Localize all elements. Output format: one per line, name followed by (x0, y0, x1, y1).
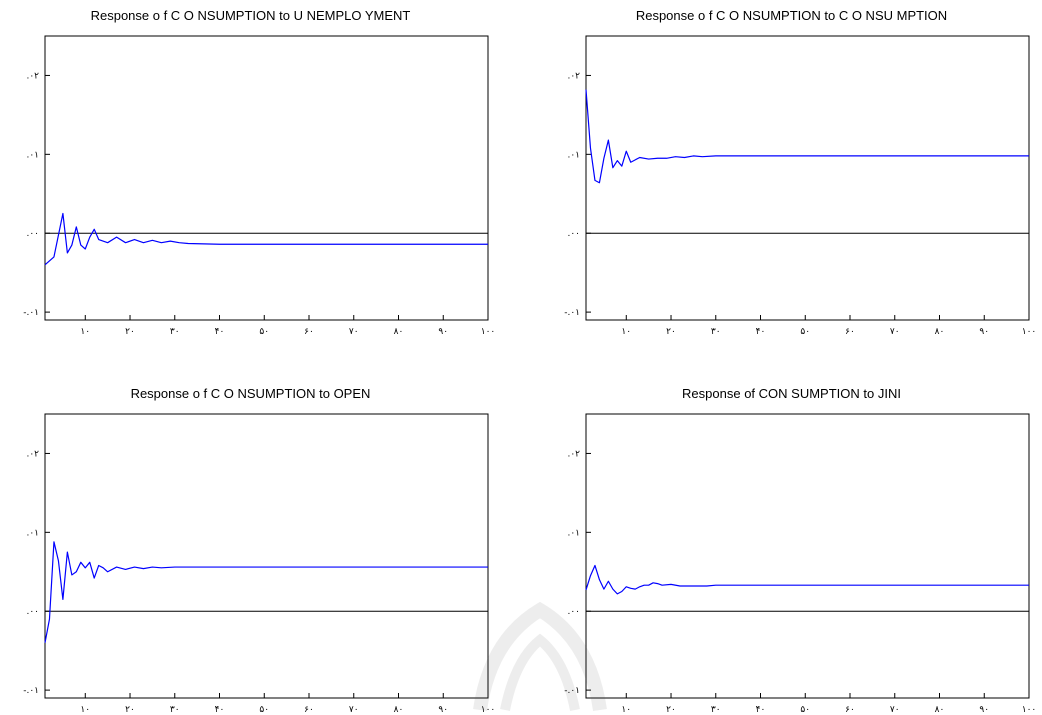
x-tick-label: ۸۰ (394, 705, 404, 715)
x-tick-label: ۱۰۰ (481, 327, 496, 337)
y-tick-label: .۰۲ (26, 71, 39, 81)
y-tick-label: .۰۲ (567, 71, 580, 81)
x-tick-label: ۳۰ (711, 327, 721, 337)
x-tick-label: ۶۰ (845, 705, 855, 715)
y-tick-label: .۰۱ (567, 528, 580, 538)
y-tick-label: .۰۲ (567, 449, 580, 459)
chart-title: Response o f C O NSUMPTION to U NEMPLO Y… (90, 8, 411, 23)
x-tick-label: ۵۰ (800, 327, 810, 337)
chart-svg: .۰۲ .۰۱ .۰۰ -.۰۱ ۱۰ ۲۰ ۳۰ ۴۰ ۵۰ ۶۰ ۷۰ ۸۰ ۹۰ ۱۰۰ (564, 35, 1037, 337)
x-tick-label: ۱۰۰ (1022, 327, 1037, 337)
y-tick-label: .۰۰ (567, 229, 580, 239)
x-tick-label: ۴۰ (756, 705, 766, 715)
x-tick-label: ۶۰ (304, 705, 314, 715)
x-tick-label: ۷۰ (349, 327, 359, 337)
x-tick-label: ۵۰ (259, 327, 269, 337)
x-tick-label: ۱۰۰ (481, 705, 496, 715)
x-tick-label: ۳۰ (170, 705, 180, 715)
y-tick-label: .۰۲ (26, 449, 39, 459)
x-tick-label: ۲۰ (125, 705, 135, 715)
x-tick-label: ۴۰ (215, 705, 225, 715)
y-tick-label: .۰۰ (567, 607, 580, 617)
x-tick-label: ۱۰ (621, 327, 631, 337)
x-tick-label: ۷۰ (890, 705, 900, 715)
y-tick-label: .۰۰ (26, 607, 39, 617)
x-tick-label: ۷۰ (890, 327, 900, 337)
watermark-logo (473, 601, 607, 712)
chart-panel-2: Response o f C O NSUMPTION to C O NSU MP… (541, 0, 1042, 337)
y-tick-label: .۰۱ (26, 150, 39, 160)
plot-frame (44, 35, 489, 321)
x-tick-label: ۶۰ (845, 327, 855, 337)
chart-title: Response o f C O NSUMPTION to OPEN (130, 386, 371, 401)
x-tick-label: ۹۰ (979, 705, 989, 715)
series-line (585, 89, 1029, 184)
x-tick-label: ۲۰ (666, 705, 676, 715)
y-tick-label: .۰۱ (567, 150, 580, 160)
series-line (44, 541, 488, 643)
x-tick-label: ۸۰ (935, 705, 945, 715)
x-tick-label: ۴۰ (756, 327, 766, 337)
chart-svg: .۰۲ .۰۱ .۰۰ -.۰۱ ۱۰ ۲۰ ۳۰ ۴۰ ۵۰ ۶۰ ۷۰ ۸۰ ۹۰ ۱۰۰ (564, 413, 1037, 715)
chart-svg: .۰۲ .۰۱ .۰۰ -.۰۱ ۱۰ ۲۰ ۳۰ ۴۰ ۵۰ ۶۰ ۷۰ ۸۰ ۹۰ ۱۰۰ (23, 413, 496, 715)
x-tick-label: ۱۰ (621, 705, 631, 715)
y-tick-label: -.۰۱ (23, 308, 39, 318)
y-tick-label: -.۰۱ (564, 308, 580, 318)
x-tick-label: ۱۰۰ (1022, 705, 1037, 715)
y-tick-label: .۰۱ (26, 528, 39, 538)
x-tick-label: ۹۰ (438, 705, 448, 715)
x-tick-label: ۲۰ (125, 327, 135, 337)
x-tick-label: ۱۰ (80, 327, 90, 337)
chart-title: Response o f C O NSUMPTION to C O NSU MP… (635, 8, 948, 23)
y-tick-label: -.۰۱ (23, 686, 39, 696)
x-tick-label: ۳۰ (711, 705, 721, 715)
chart-svg: .۰۲ .۰۱ .۰۰ -.۰۱ ۱۰ ۲۰ ۳۰ ۴۰ ۵۰ ۶۰ ۷۰ ۸۰ ۹۰ ۱۰۰ (23, 35, 496, 337)
x-tick-label: ۴۰ (215, 327, 225, 337)
x-tick-label: ۸۰ (394, 327, 404, 337)
x-tick-label: ۱۰ (80, 705, 90, 715)
y-tick-label: -.۰۱ (564, 686, 580, 696)
x-tick-label: ۶۰ (304, 327, 314, 337)
plot-frame (44, 413, 489, 699)
chart-panel-1: Response o f C O NSUMPTION to U NEMPLO Y… (0, 0, 501, 337)
x-tick-label: ۳۰ (170, 327, 180, 337)
series-line (585, 564, 1029, 595)
x-tick-label: ۹۰ (438, 327, 448, 337)
chart-title: Response of CON SUMPTION to JINI (682, 386, 901, 401)
x-tick-label: ۵۰ (800, 705, 810, 715)
x-tick-label: ۲۰ (666, 327, 676, 337)
plot-frame (585, 413, 1030, 699)
series-line (44, 212, 488, 266)
chart-panel-3: Response o f C O NSUMPTION to OPEN .۰۲ .۰۱… (0, 378, 501, 715)
chart-panel-4: Response of CON SUMPTION to JINI .۰۲.۰۱.۰… (541, 378, 1042, 715)
y-tick-label: .۰۰ (26, 229, 39, 239)
x-tick-label: ۵۰ (259, 705, 269, 715)
x-tick-label: ۹۰ (979, 327, 989, 337)
plot-frame (585, 35, 1030, 321)
x-tick-label: ۸۰ (935, 327, 945, 337)
x-tick-label: ۷۰ (349, 705, 359, 715)
